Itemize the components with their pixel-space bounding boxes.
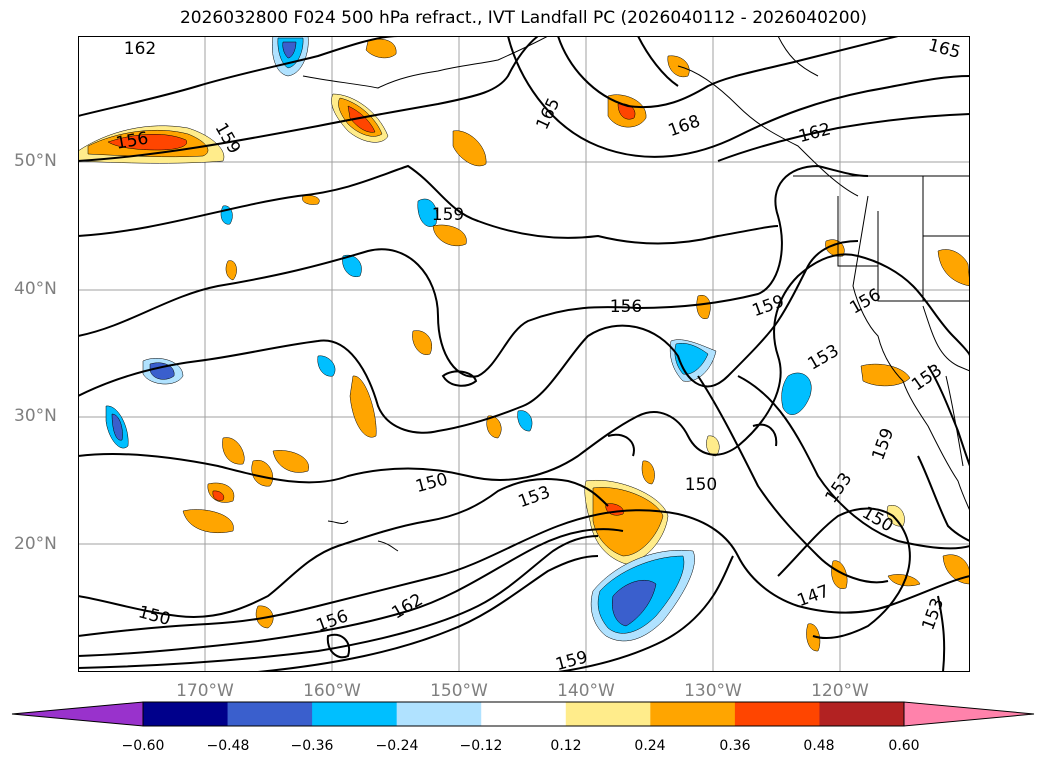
map-panel[interactable]: 162 165 156 159 165 168 162 159 156 159 … — [78, 36, 970, 672]
contour-label: 162 — [796, 119, 833, 147]
colorbar-segment — [227, 702, 313, 726]
colorbar-segment — [819, 702, 905, 726]
colorbar-tick: 0.12 — [550, 738, 582, 754]
colorbar — [11, 701, 1035, 727]
contour-label: 153 — [821, 469, 856, 507]
lat-label: 30°N — [14, 406, 57, 426]
lon-label: 150°W — [430, 681, 488, 701]
contour-label: 159 — [553, 647, 590, 672]
lon-label: 130°W — [684, 681, 742, 701]
contour-label: 147 — [795, 581, 832, 611]
colorbar-segment — [565, 702, 651, 726]
colorbar-segment — [143, 702, 229, 726]
colorbar-tick: 0.24 — [634, 738, 666, 754]
contour-label: 153 — [804, 341, 842, 375]
contour-label: 150 — [413, 469, 450, 497]
colorbar-tick: −0.24 — [375, 738, 419, 754]
colorbar-segment — [481, 702, 567, 726]
contour-label: 156 — [610, 297, 642, 317]
map-title: 2026032800 F024 500 hPa refract., IVT La… — [179, 8, 867, 28]
colorbar-segment — [650, 702, 736, 726]
colorbar-tick: 0.36 — [719, 738, 751, 754]
contour-label: 162 — [124, 39, 156, 59]
colorbar-segment — [734, 702, 820, 726]
lon-label: 160°W — [303, 681, 361, 701]
colorbar-tick: −0.12 — [459, 738, 503, 754]
contour-lines — [78, 36, 970, 672]
colorbar-tick: −0.48 — [206, 738, 250, 754]
lon-label: 170°W — [176, 681, 234, 701]
lon-label: 140°W — [557, 681, 615, 701]
colorbar-tick: −0.36 — [290, 738, 334, 754]
contour-label: 159 — [432, 205, 464, 225]
colorbar-extend-low — [12, 702, 143, 726]
contour-label: 156 — [314, 606, 351, 636]
lat-label: 40°N — [14, 279, 57, 299]
lat-label: 20°N — [14, 534, 57, 554]
contour-label: 159 — [868, 426, 898, 463]
colorbar-segment — [312, 702, 398, 726]
colorbar-segment — [396, 702, 482, 726]
lon-label: 120°W — [811, 681, 869, 701]
contour-label: 150 — [685, 475, 717, 495]
colorbar-tick: 0.60 — [888, 738, 920, 754]
coastlines — [302, 36, 970, 552]
map-canvas: 162 165 156 159 165 168 162 159 156 159 … — [78, 36, 970, 672]
colorbar-tick: −0.60 — [121, 738, 165, 754]
contour-label: 168 — [666, 111, 703, 141]
contour-label: 162 — [388, 590, 426, 624]
contour-label: 165 — [533, 95, 565, 133]
colorbar-tick: 0.48 — [803, 738, 835, 754]
contour-label: 165 — [926, 36, 963, 63]
contour-label: 150 — [136, 602, 173, 630]
lat-label: 50°N — [14, 151, 57, 171]
colorbar-extend-high — [904, 702, 1034, 726]
contour-label: 153 — [516, 482, 553, 512]
